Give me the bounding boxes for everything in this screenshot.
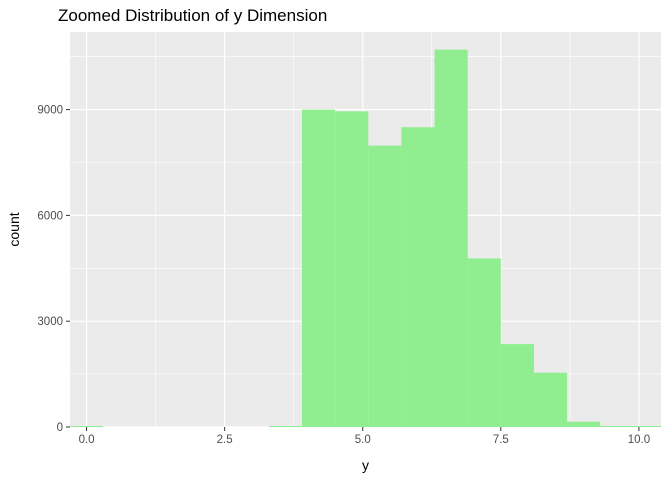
x-tick-label: 5.0 xyxy=(355,434,371,446)
histogram-bar xyxy=(600,426,634,427)
histogram-bar xyxy=(633,426,661,427)
histogram-bar xyxy=(335,111,369,428)
histogram-bar xyxy=(268,426,302,427)
chart-title: Zoomed Distribution of y Dimension xyxy=(58,6,328,25)
x-tick-label: 2.5 xyxy=(217,434,233,446)
histogram-bar xyxy=(533,372,568,427)
x-axis: 0.0 2.5 5.0 7.5 10.0 xyxy=(79,427,650,446)
x-axis-label: y xyxy=(362,457,369,473)
y-tick-label: 9000 xyxy=(37,105,63,117)
y-axis: 0 3000 6000 9000 xyxy=(37,105,70,434)
x-tick-label: 7.5 xyxy=(493,434,509,446)
histogram-bar xyxy=(567,421,601,427)
histogram-bar xyxy=(401,127,435,428)
histogram-bar xyxy=(467,258,501,427)
y-tick-label: 0 xyxy=(57,422,63,434)
y-axis-label: count xyxy=(6,212,22,246)
x-tick-label: 10.0 xyxy=(628,434,650,446)
histogram-bar xyxy=(368,145,402,427)
histogram-bars xyxy=(70,49,661,428)
histogram-bar xyxy=(500,344,534,427)
histogram-bar xyxy=(434,49,468,427)
histogram-bar xyxy=(301,109,336,427)
y-tick-label: 6000 xyxy=(37,210,63,222)
y-tick-label: 3000 xyxy=(37,316,63,328)
histogram-bar xyxy=(70,426,104,427)
x-tick-label: 0.0 xyxy=(79,434,95,446)
